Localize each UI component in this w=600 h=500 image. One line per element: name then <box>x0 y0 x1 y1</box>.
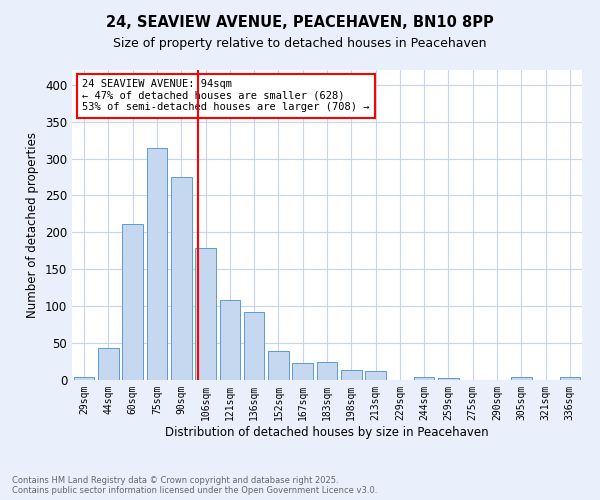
Bar <box>171 177 191 380</box>
Bar <box>511 377 532 380</box>
Bar <box>414 377 434 380</box>
Bar <box>122 224 143 380</box>
Y-axis label: Number of detached properties: Number of detached properties <box>26 132 40 318</box>
Bar <box>341 370 362 380</box>
Bar <box>268 351 289 380</box>
Bar <box>74 377 94 380</box>
Text: Size of property relative to detached houses in Peacehaven: Size of property relative to detached ho… <box>113 38 487 51</box>
Bar <box>438 378 459 380</box>
X-axis label: Distribution of detached houses by size in Peacehaven: Distribution of detached houses by size … <box>165 426 489 438</box>
Bar <box>244 312 265 380</box>
Bar <box>195 248 216 380</box>
Bar <box>220 300 240 380</box>
Bar <box>560 377 580 380</box>
Bar <box>317 362 337 380</box>
Text: 24 SEAVIEW AVENUE: 94sqm
← 47% of detached houses are smaller (628)
53% of semi-: 24 SEAVIEW AVENUE: 94sqm ← 47% of detach… <box>82 80 370 112</box>
Bar <box>292 363 313 380</box>
Bar <box>98 348 119 380</box>
Bar <box>146 148 167 380</box>
Text: 24, SEAVIEW AVENUE, PEACEHAVEN, BN10 8PP: 24, SEAVIEW AVENUE, PEACEHAVEN, BN10 8PP <box>106 15 494 30</box>
Text: Contains HM Land Registry data © Crown copyright and database right 2025.
Contai: Contains HM Land Registry data © Crown c… <box>12 476 377 495</box>
Bar <box>365 371 386 380</box>
